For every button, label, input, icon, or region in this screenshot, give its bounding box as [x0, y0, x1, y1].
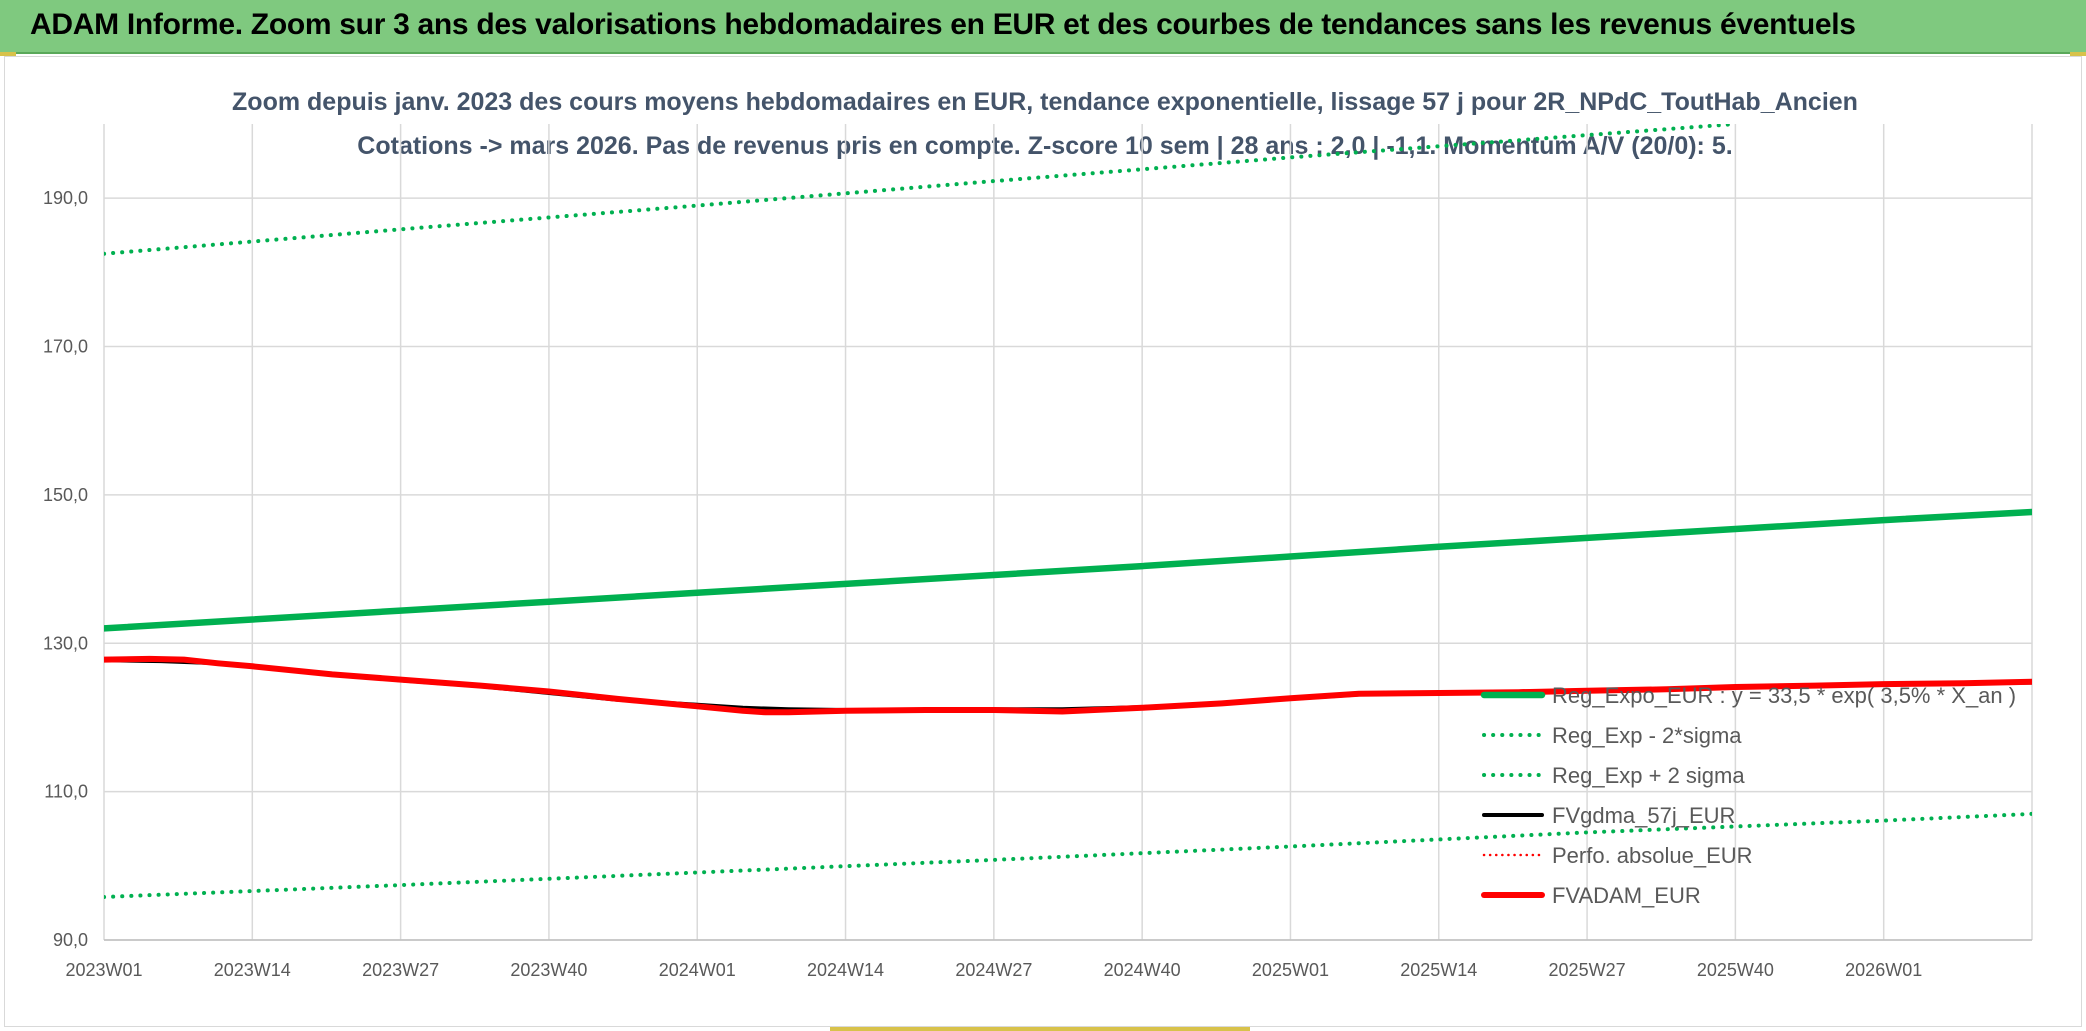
- banner-accent-right: [2070, 52, 2086, 56]
- series-line: [104, 655, 2032, 716]
- series-line: [104, 811, 2032, 899]
- y-tick-label: 130,0: [43, 633, 88, 653]
- x-tick-label: 2023W27: [362, 960, 439, 980]
- gridlines: [103, 124, 2033, 941]
- series-line: [104, 508, 2032, 632]
- x-tick-label: 2023W01: [65, 960, 142, 980]
- y-tick-label: 190,0: [43, 188, 88, 208]
- chart-frame: [4, 56, 2082, 1027]
- axes: 90,0 110,0 130,0 150,0 170,0 190,0 2023W01 2023…: [43, 188, 2032, 980]
- x-tick-label: 2024W27: [955, 960, 1032, 980]
- x-tick-label: 2025W01: [1252, 960, 1329, 980]
- x-tick-label: 2025W40: [1697, 960, 1774, 980]
- banner-accent-left: [0, 52, 16, 56]
- x-tick-label: 2023W40: [510, 960, 587, 980]
- legend-label: Perfo. absolue_EUR: [1552, 843, 1753, 868]
- y-tick-label: 110,0: [44, 782, 88, 802]
- legend-label: FVgdma_57j_EUR: [1552, 803, 1735, 828]
- x-tick-label: 2024W14: [807, 960, 884, 980]
- legend-label: Reg_Expo_EUR : y = 33,5 * exp( 3,5% * X_…: [1552, 683, 2016, 708]
- x-tick-label: 2023W14: [214, 960, 291, 980]
- legend-label: FVADAM_EUR: [1552, 883, 1701, 908]
- x-tick-label: 2026W01: [1845, 960, 1922, 980]
- y-tick-label: 170,0: [43, 337, 88, 357]
- legend-label: Reg_Exp + 2 sigma: [1552, 763, 1745, 788]
- x-tick-label: 2024W01: [659, 960, 736, 980]
- report-banner: ADAM Informe. Zoom sur 3 ans des valoris…: [0, 0, 2086, 54]
- chart-subtitle: Cotations -> mars 2026. Pas de revenus p…: [357, 132, 1732, 160]
- x-tick-label: 2025W27: [1549, 960, 1626, 980]
- series-lines: [104, 124, 2032, 899]
- report-title: ADAM Informe. Zoom sur 3 ans des valoris…: [30, 8, 1856, 41]
- series-line: [104, 124, 1738, 256]
- legend: Reg_Expo_EUR : y = 33,5 * exp( 3,5% * X_…: [1480, 683, 2016, 908]
- bottom-accent: [830, 1027, 1250, 1031]
- x-tick-label: 2025W14: [1400, 960, 1477, 980]
- y-tick-label: 150,0: [43, 485, 88, 505]
- y-tick-label: 90,0: [53, 930, 88, 950]
- x-tick-label: 2024W40: [1104, 960, 1181, 980]
- legend-label: Reg_Exp - 2*sigma: [1552, 723, 1742, 748]
- chart-title: Zoom depuis janv. 2023 des cours moyens …: [232, 88, 1858, 116]
